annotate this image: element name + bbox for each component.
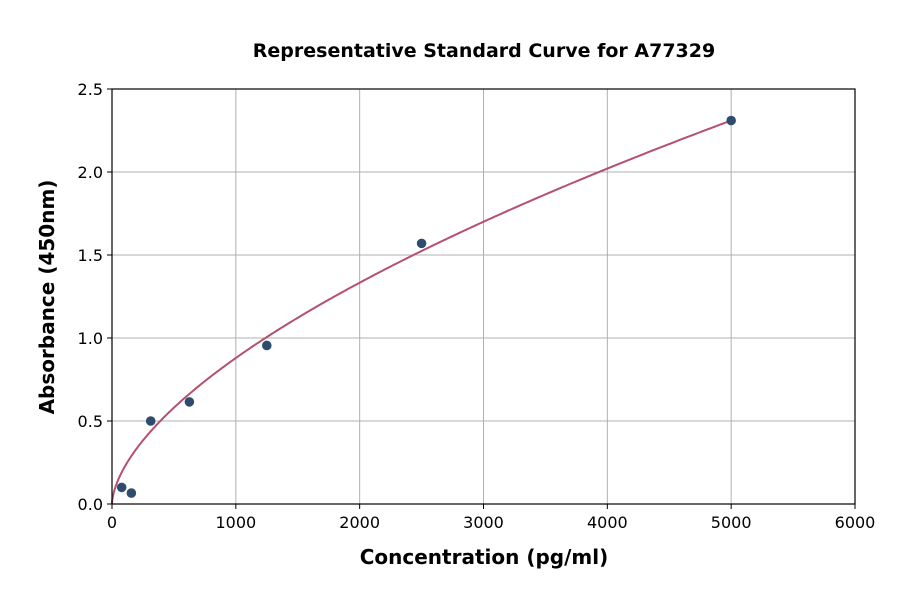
y-tick-label: 0.5 <box>78 412 103 431</box>
x-tick-label: 3000 <box>463 513 504 532</box>
x-tick-label: 0 <box>107 513 117 532</box>
fit-curve-layer <box>111 119 732 505</box>
data-point <box>416 238 427 249</box>
x-tick-label: 1000 <box>215 513 256 532</box>
chart-title: Representative Standard Curve for A77329 <box>253 40 715 62</box>
data-point <box>184 397 195 407</box>
x-tick-label: 5000 <box>711 513 752 532</box>
x-tick-label: 4000 <box>587 513 628 532</box>
data-point <box>145 416 156 426</box>
x-tick-label: 6000 <box>835 513 876 532</box>
y-tick-label: 2.5 <box>78 80 103 99</box>
x-axis-ticks: 0 1000 2000 3000 4000 5000 6000 <box>107 504 875 532</box>
y-tick-label: 1.5 <box>78 246 103 265</box>
data-point <box>261 340 272 351</box>
fit-curve <box>111 119 732 505</box>
y-axis-label: Absorbance (450nm) <box>35 180 59 415</box>
y-axis-ticks: 0.0 0.5 1.0 1.5 2.0 2.5 <box>78 80 112 514</box>
y-tick-label: 2.0 <box>78 163 103 182</box>
x-axis-label: Concentration (pg/ml) <box>360 545 609 569</box>
data-point <box>116 482 127 493</box>
grid <box>111 88 856 505</box>
data-points <box>116 115 736 498</box>
y-tick-label: 1.0 <box>78 329 103 348</box>
data-point <box>126 488 137 498</box>
data-point <box>726 115 736 126</box>
x-tick-label: 2000 <box>339 513 380 532</box>
y-tick-label: 0.0 <box>78 495 103 514</box>
